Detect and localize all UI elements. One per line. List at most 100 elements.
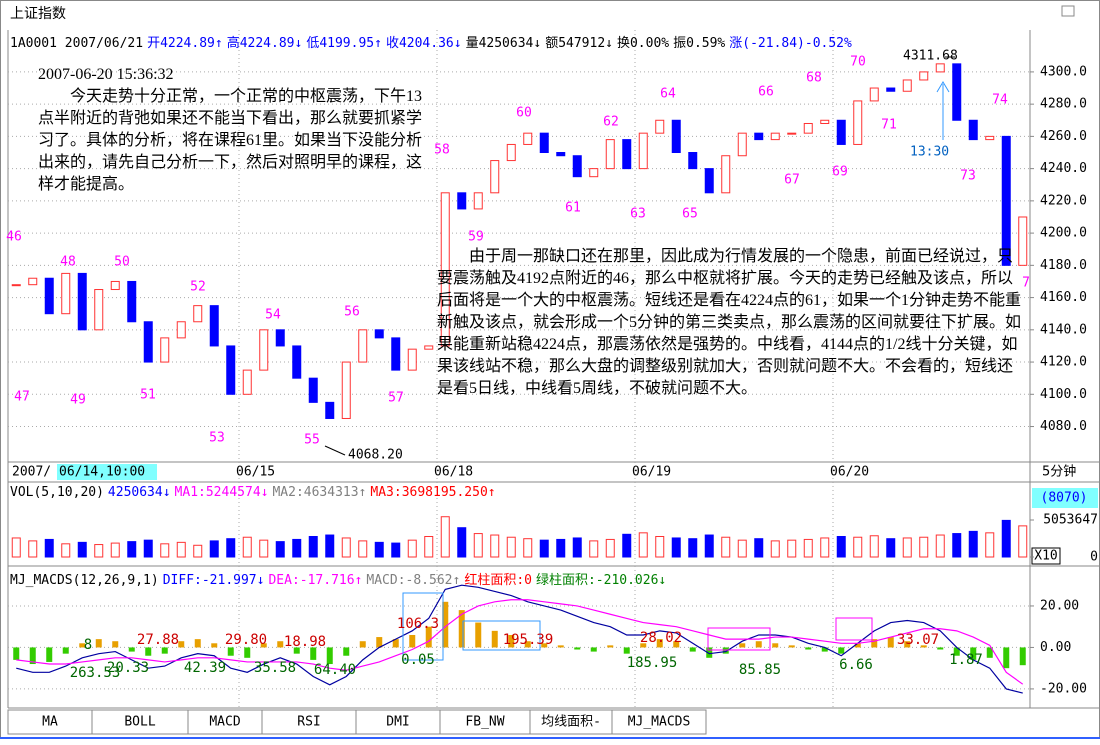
header-item: DIFF:-21.997↓ xyxy=(162,573,265,588)
volume-bar xyxy=(853,536,863,558)
volume-bar xyxy=(704,534,714,558)
volume-bar xyxy=(556,538,566,558)
candle xyxy=(424,345,434,350)
volume-bar xyxy=(11,537,21,558)
macd-bar xyxy=(178,641,185,648)
tab[interactable]: MA xyxy=(7,709,93,735)
candle xyxy=(143,321,153,363)
tab-box xyxy=(355,709,441,735)
volume-header: VOL(5,10,20) 4250634↓ MA1:5244574↓ MA2:4634… xyxy=(10,485,500,500)
header-item: MJ_MACDS(12,26,9,1) xyxy=(10,573,159,588)
volume-bar xyxy=(836,535,846,558)
macd-label: 0.05 xyxy=(401,652,435,668)
volume-bar xyxy=(787,539,797,558)
candle xyxy=(523,132,533,145)
tab-label: FB_NW xyxy=(465,715,504,730)
tab[interactable]: MACD xyxy=(187,709,263,735)
volume-bar xyxy=(28,540,38,558)
candle xyxy=(902,79,912,92)
volume-bar xyxy=(127,541,137,558)
macd-bar xyxy=(244,647,251,658)
volume-bar xyxy=(308,535,318,558)
y-tick-label: 4100.0 xyxy=(1040,387,1087,402)
wave-label: 48 xyxy=(60,255,76,270)
volume-bar xyxy=(440,516,450,558)
highlight-box xyxy=(462,620,541,651)
candle xyxy=(176,321,186,339)
candle xyxy=(94,289,104,331)
volume-bar xyxy=(770,540,780,558)
macd-bar xyxy=(343,647,350,656)
candle xyxy=(671,119,681,154)
candle xyxy=(919,71,929,81)
macd-bar xyxy=(871,639,878,648)
candle xyxy=(820,119,830,124)
y-tick-label: 4280.0 xyxy=(1040,97,1087,112)
macd-bar xyxy=(722,647,729,654)
y-tick-label: 0.00 xyxy=(1040,640,1071,655)
volume-bar xyxy=(737,539,747,558)
time-mark: 13:30 xyxy=(910,145,949,160)
wave-label: 46 xyxy=(6,230,22,245)
tab[interactable]: MJ_MACDS xyxy=(611,709,707,735)
header-item: 绿柱面积:-210.026↓ xyxy=(535,573,667,588)
wave-label: 64 xyxy=(660,87,676,102)
volume-bar xyxy=(820,537,830,558)
candle xyxy=(704,168,714,194)
y-tick-label: -20.00 xyxy=(1040,681,1087,696)
volume-bar xyxy=(374,541,384,558)
y-tick-label: 4180.0 xyxy=(1040,258,1087,273)
macd-label: 18.98 xyxy=(284,634,326,650)
volume-bar xyxy=(589,540,599,558)
candle xyxy=(490,160,500,194)
header-item: VOL(5,10,20) xyxy=(10,485,104,500)
macd-bar xyxy=(1019,647,1026,666)
wave-label: 57 xyxy=(388,391,404,406)
candle xyxy=(787,132,797,135)
macd-bar xyxy=(62,647,69,654)
tab[interactable]: 均线面积- xyxy=(529,709,613,735)
volume-bar xyxy=(341,537,351,558)
macd-label: 64.40 xyxy=(314,662,356,678)
candle xyxy=(572,155,582,178)
wave-label: 53 xyxy=(209,431,225,446)
macd-bar xyxy=(590,647,597,652)
header-item: 额547912↓ xyxy=(545,36,613,51)
candle xyxy=(721,155,731,194)
tab[interactable]: BOLL xyxy=(91,709,189,735)
header-item: 开4224.89↑ xyxy=(147,36,223,51)
header-item: 高4224.89↓ xyxy=(226,36,303,51)
macd-label: 85.85 xyxy=(739,662,781,678)
candle xyxy=(539,132,549,154)
tab[interactable]: DMI xyxy=(355,709,441,735)
x-tick-label: 06/20 xyxy=(830,465,869,480)
macd-bar xyxy=(145,647,152,656)
candle xyxy=(737,132,747,157)
tab-label: MJ_MACDS xyxy=(628,715,691,730)
y-tick-label: 5053647 xyxy=(1043,512,1098,527)
scale-box[interactable] xyxy=(1031,547,1061,565)
volume-bar xyxy=(77,541,87,558)
tab[interactable]: FB_NW xyxy=(439,709,531,735)
y-tick-label: 4300.0 xyxy=(1040,64,1087,79)
macd-bar xyxy=(475,622,482,648)
macd-bar xyxy=(887,637,894,648)
volume-bar xyxy=(457,527,467,558)
wave-label: 69 xyxy=(832,165,848,180)
header-item: MACD:-8.562↑ xyxy=(366,573,461,588)
macd-label: 33.07 xyxy=(897,632,939,648)
volume-bar xyxy=(407,539,417,558)
candle xyxy=(275,329,285,347)
tab[interactable]: RSI xyxy=(261,709,357,735)
macd-bar xyxy=(128,647,135,652)
tab-box xyxy=(261,709,357,735)
window-button[interactable] xyxy=(1061,5,1075,17)
macd-label: 185.95 xyxy=(627,655,678,671)
macd-label: 8 xyxy=(84,637,92,653)
volume-bar xyxy=(490,534,500,558)
volume-bar xyxy=(935,534,945,558)
candle xyxy=(193,305,203,323)
volume-bar xyxy=(44,538,54,558)
volume-bar xyxy=(358,540,368,558)
